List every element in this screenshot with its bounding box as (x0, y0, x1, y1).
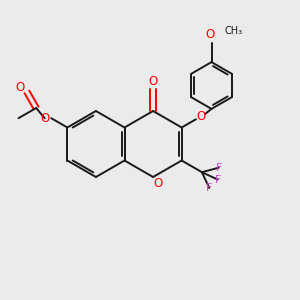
Text: F: F (215, 163, 222, 173)
Text: F: F (206, 183, 212, 193)
Text: F: F (214, 175, 221, 184)
Text: O: O (206, 28, 214, 41)
Text: O: O (16, 82, 25, 94)
Text: CH₃: CH₃ (224, 26, 242, 36)
Text: O: O (197, 110, 206, 123)
Text: O: O (148, 75, 158, 88)
Text: O: O (154, 177, 163, 190)
Text: O: O (40, 112, 49, 125)
